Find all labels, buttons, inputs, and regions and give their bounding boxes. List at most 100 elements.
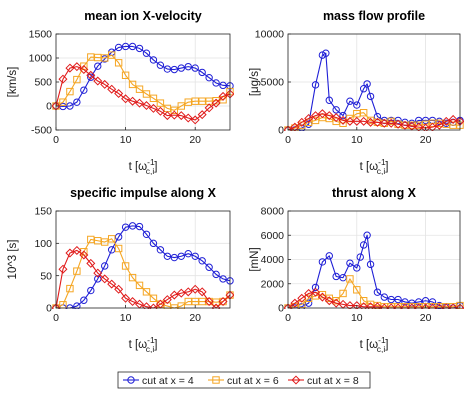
x-tick-label: 20: [189, 134, 201, 146]
data-point: [441, 303, 451, 309]
data-point: [162, 111, 172, 121]
data-point: [114, 233, 123, 241]
data-point: [324, 296, 334, 306]
data-point: [149, 294, 158, 303]
data-point: [135, 222, 144, 231]
data-point: [345, 116, 355, 126]
panel-title: mean ion X-velocity: [84, 9, 201, 23]
data-point: [184, 297, 192, 306]
chart-panel-1: 0 10 20 0 5000 10000 mass flow profile [μg/s] t …: [249, 9, 464, 176]
data-point: [79, 65, 89, 75]
y-tick-label: 0: [46, 303, 52, 315]
data-point: [311, 287, 321, 297]
data-point: [332, 272, 340, 281]
data-point: [379, 118, 389, 128]
data-point: [400, 303, 410, 309]
y-tick-label: 0: [278, 303, 284, 315]
x-tick-label: 0: [285, 134, 291, 146]
data-point: [434, 303, 444, 309]
data-point: [190, 115, 200, 125]
x-axis-label: t [ω-1 c,i]: [129, 335, 158, 354]
data-point: [415, 298, 423, 306]
data-point: [87, 53, 95, 61]
y-tick-label: 0: [46, 101, 52, 113]
data-point: [72, 62, 82, 72]
data-point: [373, 288, 382, 296]
data-point: [353, 264, 361, 272]
data-point: [325, 96, 333, 104]
data-point: [107, 235, 116, 243]
data-point: [197, 110, 207, 120]
data-point: [177, 252, 185, 260]
data-point: [86, 70, 96, 80]
y-tick-label: 1500: [29, 29, 53, 41]
legend-entry-1: cut at x = 4: [123, 375, 194, 387]
data-point: [359, 241, 368, 249]
data-point: [205, 263, 213, 271]
data-point: [372, 117, 382, 127]
data-point: [59, 98, 67, 106]
x-axis-label: t [ω-1 c,i]: [360, 157, 389, 176]
data-point: [331, 113, 341, 123]
data-point: [101, 238, 109, 246]
data-point: [428, 298, 437, 306]
legend-label: cut at x = 6: [227, 375, 279, 387]
data-point: [211, 303, 221, 309]
data-point: [101, 262, 109, 270]
data-point: [135, 98, 145, 108]
legend-entry-2: cut at x = 6: [208, 375, 279, 387]
data-point: [393, 119, 403, 129]
y-tick-label: 50: [40, 270, 52, 282]
legend-marker-square-icon: [212, 376, 220, 384]
data-point: [156, 99, 165, 107]
data-point: [93, 76, 103, 86]
data-point: [211, 98, 221, 108]
data-point: [121, 223, 130, 231]
data-point: [421, 303, 431, 309]
y-tick-label: 0: [278, 125, 284, 137]
axes-frame: [55, 210, 231, 309]
data-point: [107, 279, 117, 289]
data-point: [393, 303, 403, 309]
data-point: [86, 258, 96, 268]
series-line-3: [55, 249, 231, 309]
legend-marker-diamond-icon: [291, 375, 301, 385]
data-point: [204, 103, 214, 113]
data-point: [183, 287, 193, 297]
data-point: [346, 275, 354, 283]
data-point: [284, 303, 293, 309]
data-point: [114, 89, 124, 99]
legend-box: [117, 371, 371, 389]
y-axis-label: [km/s]: [7, 67, 19, 98]
data-point: [352, 301, 362, 309]
data-point: [197, 287, 207, 297]
data-point: [149, 56, 158, 64]
data-point: [379, 303, 389, 309]
y-tick-label: 500: [34, 77, 52, 89]
y-tick-label: 10000: [255, 29, 284, 41]
panel-title: specific impulse along X: [70, 186, 217, 200]
data-point: [366, 302, 376, 309]
y-tick-label: 100: [34, 238, 52, 250]
data-point: [80, 86, 88, 94]
data-point: [135, 85, 144, 93]
data-point: [114, 59, 123, 67]
data-point: [142, 230, 151, 238]
y-tick-label: -500: [31, 125, 52, 137]
data-point: [73, 98, 81, 106]
data-point: [148, 303, 158, 309]
x-tick-label: 10: [120, 134, 132, 146]
data-point: [142, 90, 151, 98]
x-tick-label: 0: [53, 312, 59, 324]
data-point: [163, 65, 172, 73]
data-point: [380, 293, 389, 301]
data-point: [219, 275, 227, 283]
data-point: [394, 295, 402, 304]
data-point: [66, 284, 74, 293]
data-point: [356, 253, 364, 261]
y-axis-label: [mN]: [249, 247, 261, 271]
legend-marker-circle-icon: [127, 376, 135, 384]
data-point: [170, 65, 179, 74]
data-point: [363, 231, 371, 239]
